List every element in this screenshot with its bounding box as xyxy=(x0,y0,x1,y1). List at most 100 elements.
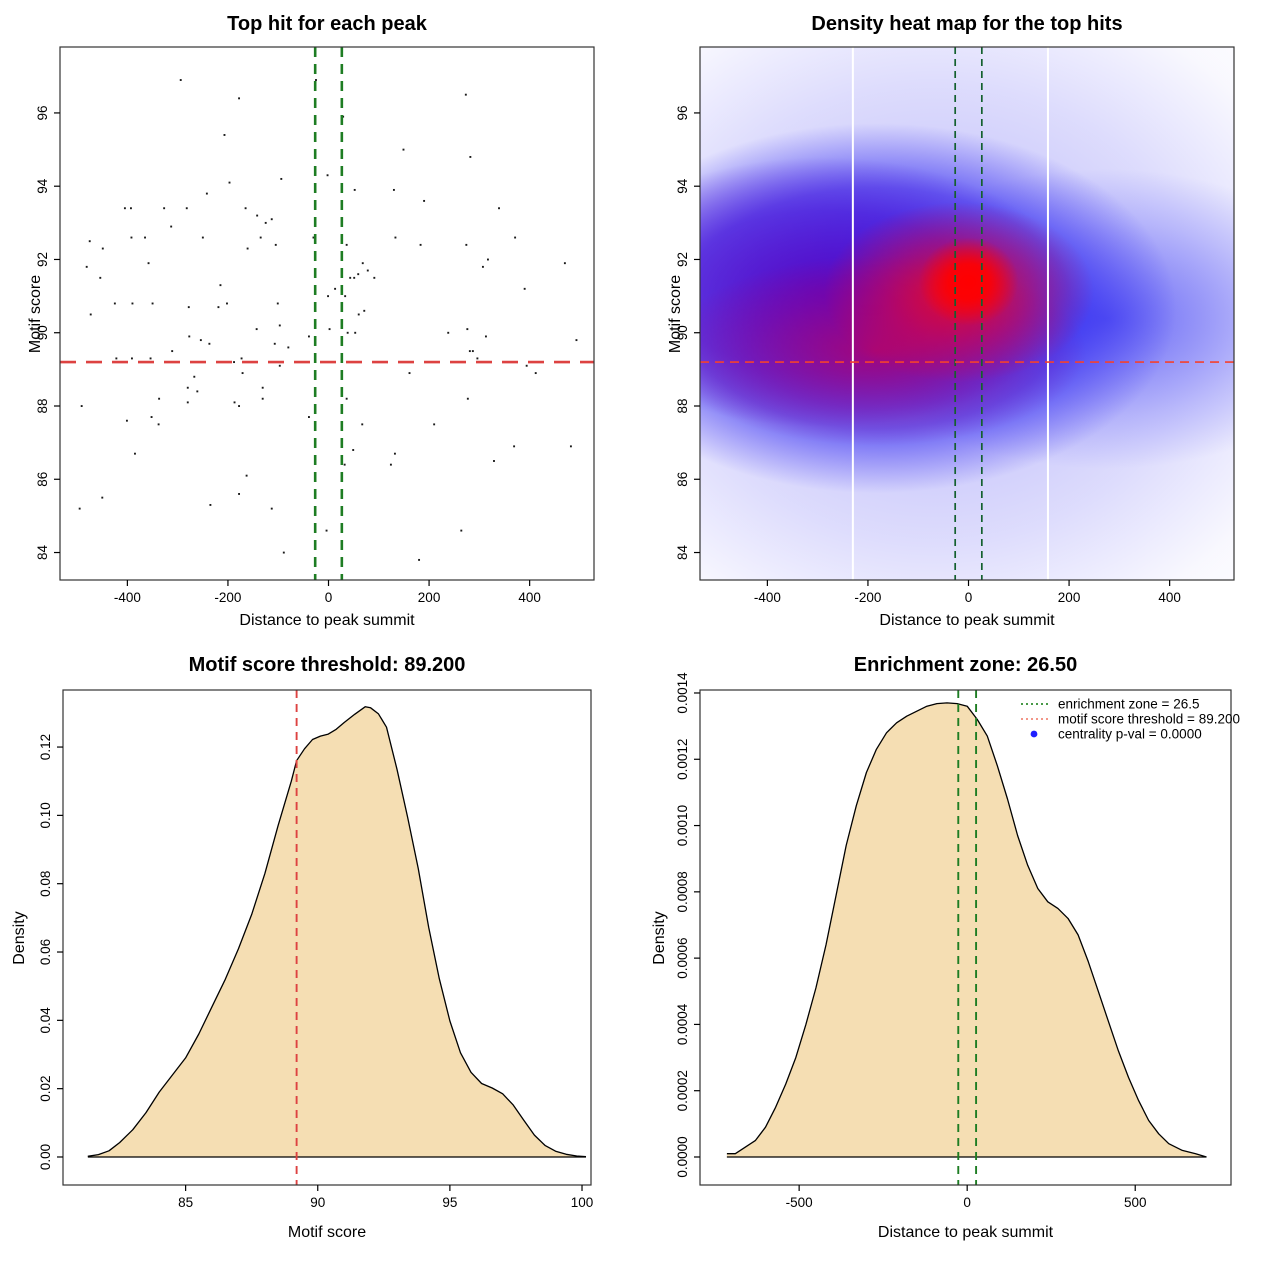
scatter-point xyxy=(487,258,489,261)
scatter-point xyxy=(256,214,259,217)
scatter-point xyxy=(433,423,436,426)
scatter-point xyxy=(389,463,392,466)
scatter-point xyxy=(246,247,249,250)
scatter-point xyxy=(199,339,202,342)
scatter-point xyxy=(354,331,357,334)
scatter-point xyxy=(129,207,132,210)
x-tick-label: -400 xyxy=(114,590,141,605)
x-tick-label: 95 xyxy=(442,1195,457,1210)
scatter-point xyxy=(418,558,421,561)
y-tick-label: 86 xyxy=(35,472,50,487)
density-area xyxy=(87,706,587,1157)
heatmap-ylabel: Motif score xyxy=(667,274,684,354)
scatter-point xyxy=(187,306,190,309)
scatter-point xyxy=(276,302,279,305)
scatter-point xyxy=(525,364,528,367)
y-tick-label: 0.04 xyxy=(38,1007,53,1034)
scatter-point xyxy=(460,529,463,532)
y-tick-label: 84 xyxy=(675,545,690,561)
scatter-point xyxy=(185,207,188,210)
scatter-point xyxy=(85,265,88,268)
scatter-point xyxy=(150,416,153,418)
scatter-point xyxy=(193,375,196,378)
scatter-point xyxy=(101,247,104,250)
scatter-xlabel: Distance to peak summit xyxy=(239,612,415,629)
x-tick-label: -500 xyxy=(786,1195,813,1210)
scatter-point xyxy=(361,423,364,426)
scatter-point xyxy=(125,419,128,422)
scatter-point xyxy=(170,225,173,228)
x-tick-label: 200 xyxy=(418,590,441,605)
x-tick-label: 85 xyxy=(178,1195,193,1210)
scatter-point xyxy=(476,357,479,360)
scatter-point xyxy=(361,262,364,265)
scatter-point xyxy=(241,372,244,375)
y-tick-label: 0.02 xyxy=(38,1076,53,1102)
scatter-point xyxy=(326,174,329,177)
scatter-point xyxy=(147,262,150,265)
y-tick-label: 0.00 xyxy=(38,1144,53,1170)
scatter-ylabel: Motif score xyxy=(27,274,44,354)
scatter-point xyxy=(89,313,92,316)
panel-score-density: 85 90 95 100 0.00 0.02 0.04 0.06 0.08 0.10 0.12 xyxy=(38,689,593,1210)
y-tick-label: 0.06 xyxy=(38,939,53,965)
scatter-point xyxy=(328,328,331,331)
scatter-point xyxy=(344,295,347,298)
scatter-point xyxy=(217,306,220,309)
y-tick-label: 94 xyxy=(35,178,50,194)
scatter-point xyxy=(307,416,310,418)
scatter-point xyxy=(484,335,487,338)
scatter-point xyxy=(523,287,526,290)
scatter-point xyxy=(366,269,369,272)
scatter-point xyxy=(325,529,328,532)
scatter-point xyxy=(151,302,154,305)
scatter-point xyxy=(327,295,330,298)
y-tick-label: 0.0004 xyxy=(675,1003,690,1045)
scatter-point xyxy=(270,218,273,221)
scatter-point xyxy=(373,276,376,279)
scatter-point xyxy=(352,449,355,451)
scatter-point xyxy=(226,302,228,305)
heatmap-title: Density heat map for the top hits xyxy=(811,13,1123,35)
scatter-point xyxy=(563,262,566,265)
scatter-point xyxy=(179,79,182,81)
scatter-point xyxy=(233,361,235,364)
scatter-point xyxy=(334,287,337,290)
scatter-point xyxy=(466,397,469,400)
y-tick-label: 88 xyxy=(35,398,50,413)
scatter-point xyxy=(534,372,537,375)
plot-border xyxy=(699,46,1235,581)
scatter-point xyxy=(186,386,189,389)
scatter-point xyxy=(131,357,133,360)
x-tick-label: -200 xyxy=(214,590,241,605)
y-tick-label: 90 xyxy=(35,325,50,340)
legend-label: motif score threshold = 89.200 xyxy=(1058,712,1240,727)
scatter-point xyxy=(402,148,405,151)
y-tick-label: 0.10 xyxy=(38,802,53,828)
x-tick-label: -200 xyxy=(854,590,881,605)
scatter-point xyxy=(466,328,469,331)
scatter-point xyxy=(469,155,472,158)
position-density-title: Enrichment zone: 26.50 xyxy=(853,654,1078,676)
scatter-point xyxy=(80,405,83,407)
x-tick-label: 0 xyxy=(965,590,973,605)
scatter-point xyxy=(471,350,474,353)
scatter-point xyxy=(78,507,81,510)
scatter-point xyxy=(342,115,345,118)
scatter-point xyxy=(196,390,199,393)
scatter-point xyxy=(575,339,578,342)
scatter-point xyxy=(423,199,426,202)
scatter-point xyxy=(134,452,136,455)
heatmap-xlabel: Distance to peak summit xyxy=(879,612,1055,629)
scatter-point xyxy=(88,240,91,243)
scatter-point xyxy=(307,335,310,338)
scatter-point xyxy=(481,265,484,268)
scatter-point xyxy=(171,350,174,353)
scatter-point xyxy=(514,236,517,239)
scatter-point xyxy=(261,386,264,389)
scatter-point xyxy=(208,342,211,345)
scatter-point xyxy=(343,463,346,466)
y-tick-label: 0.12 xyxy=(38,734,53,760)
scatter-point xyxy=(393,452,396,455)
y-tick-label: 86 xyxy=(675,472,690,487)
